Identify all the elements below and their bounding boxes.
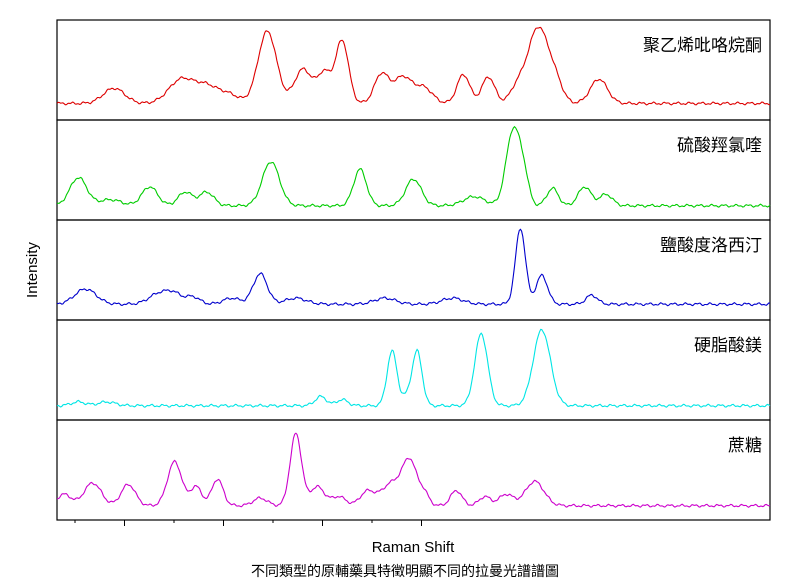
series-line-2 [56,125,771,208]
chart-caption: 不同類型的原輔藥具特徵明顯不同的拉曼光譜譜圖 [251,564,559,580]
panel-label-1: 聚乙烯吡咯烷酮 [643,36,762,56]
panel-frame-5 [56,419,771,521]
panel-label-3: 鹽酸度洛西汀 [660,236,762,256]
x-ticks [74,520,422,526]
panel-label-5: 蔗糖 [728,436,762,456]
panel-label-2: 硫酸羥氯喹 [677,136,762,156]
y-axis-label: Intensity [24,242,41,298]
series-line-1 [56,26,770,106]
series-line-4 [56,328,771,408]
series-line-5 [56,432,771,508]
series-line-3 [56,228,771,307]
panel-label-4: 硬脂酸鎂 [694,336,762,356]
x-axis-label: Raman Shift [372,539,455,556]
panel-frame-1 [56,19,771,121]
